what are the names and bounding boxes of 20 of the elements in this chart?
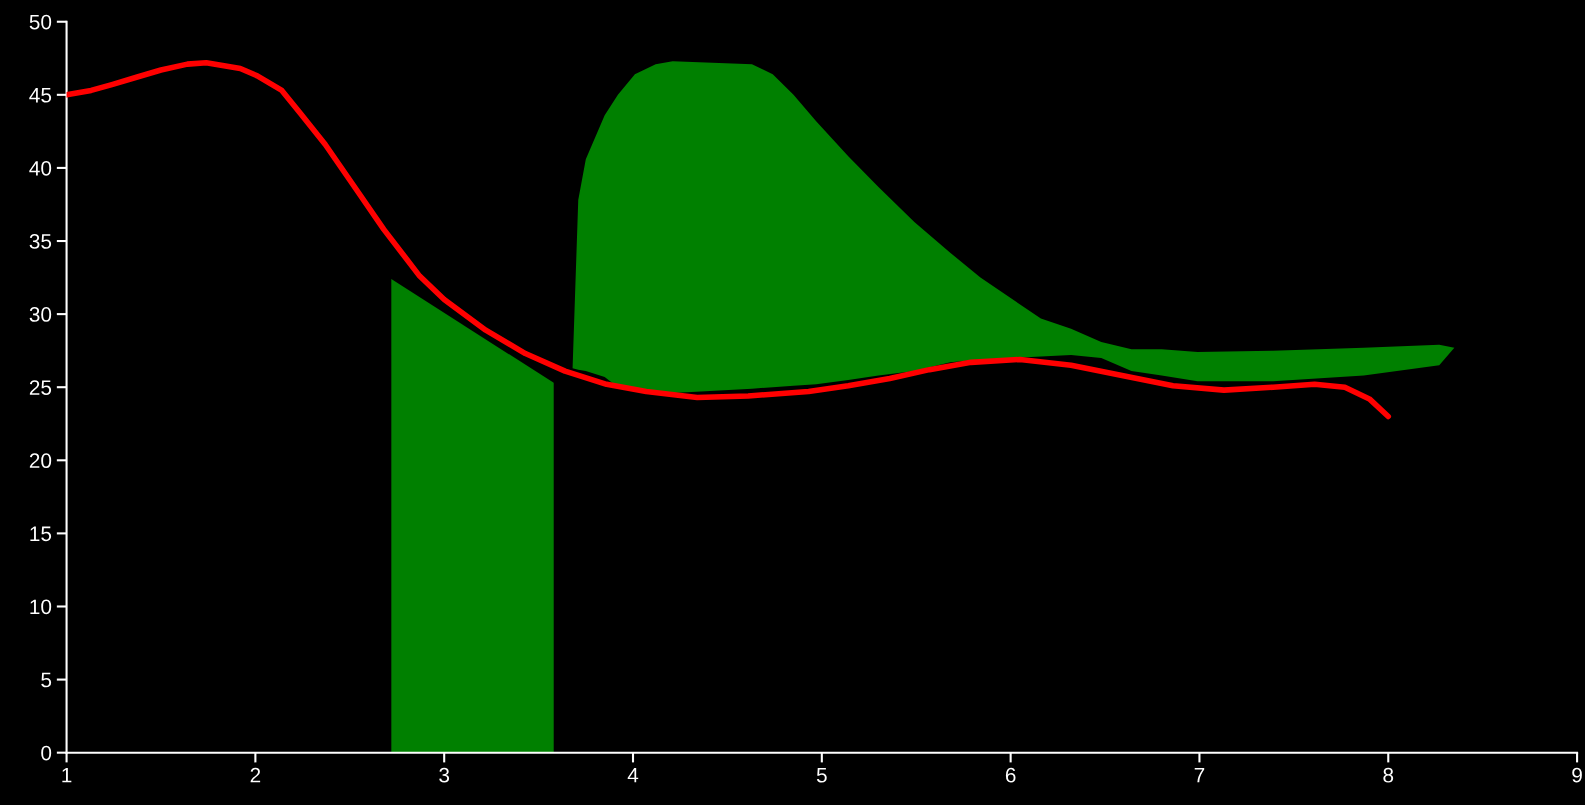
x-tick-label: 6 (1005, 767, 1016, 783)
y-tick-label: 20 (29, 453, 52, 469)
y-tick-label: 40 (29, 160, 52, 176)
y-tick-label: 30 (29, 307, 52, 322)
y-tick-label: 50 (29, 14, 52, 30)
x-tick-label: 1 (62, 768, 72, 783)
x-tick-label: 5 (816, 768, 827, 783)
x-tick-label: 2 (250, 767, 261, 783)
x-tick-label: 4 (627, 768, 639, 783)
y-tick-label: 10 (30, 599, 52, 615)
y-tick-label: 35 (29, 234, 52, 249)
y-tick-label: 5 (41, 672, 52, 688)
y-tick-label: 0 (41, 745, 52, 761)
x-tick-label: 7 (1194, 768, 1205, 783)
y-tick-label: 25 (29, 380, 52, 395)
y-tick-label: 45 (29, 88, 52, 103)
x-tick-label: 8 (1383, 767, 1394, 783)
x-tick-label: 9 (1572, 767, 1582, 783)
x-tick-label: 3 (439, 767, 450, 783)
y-tick-label: 15 (30, 526, 52, 542)
